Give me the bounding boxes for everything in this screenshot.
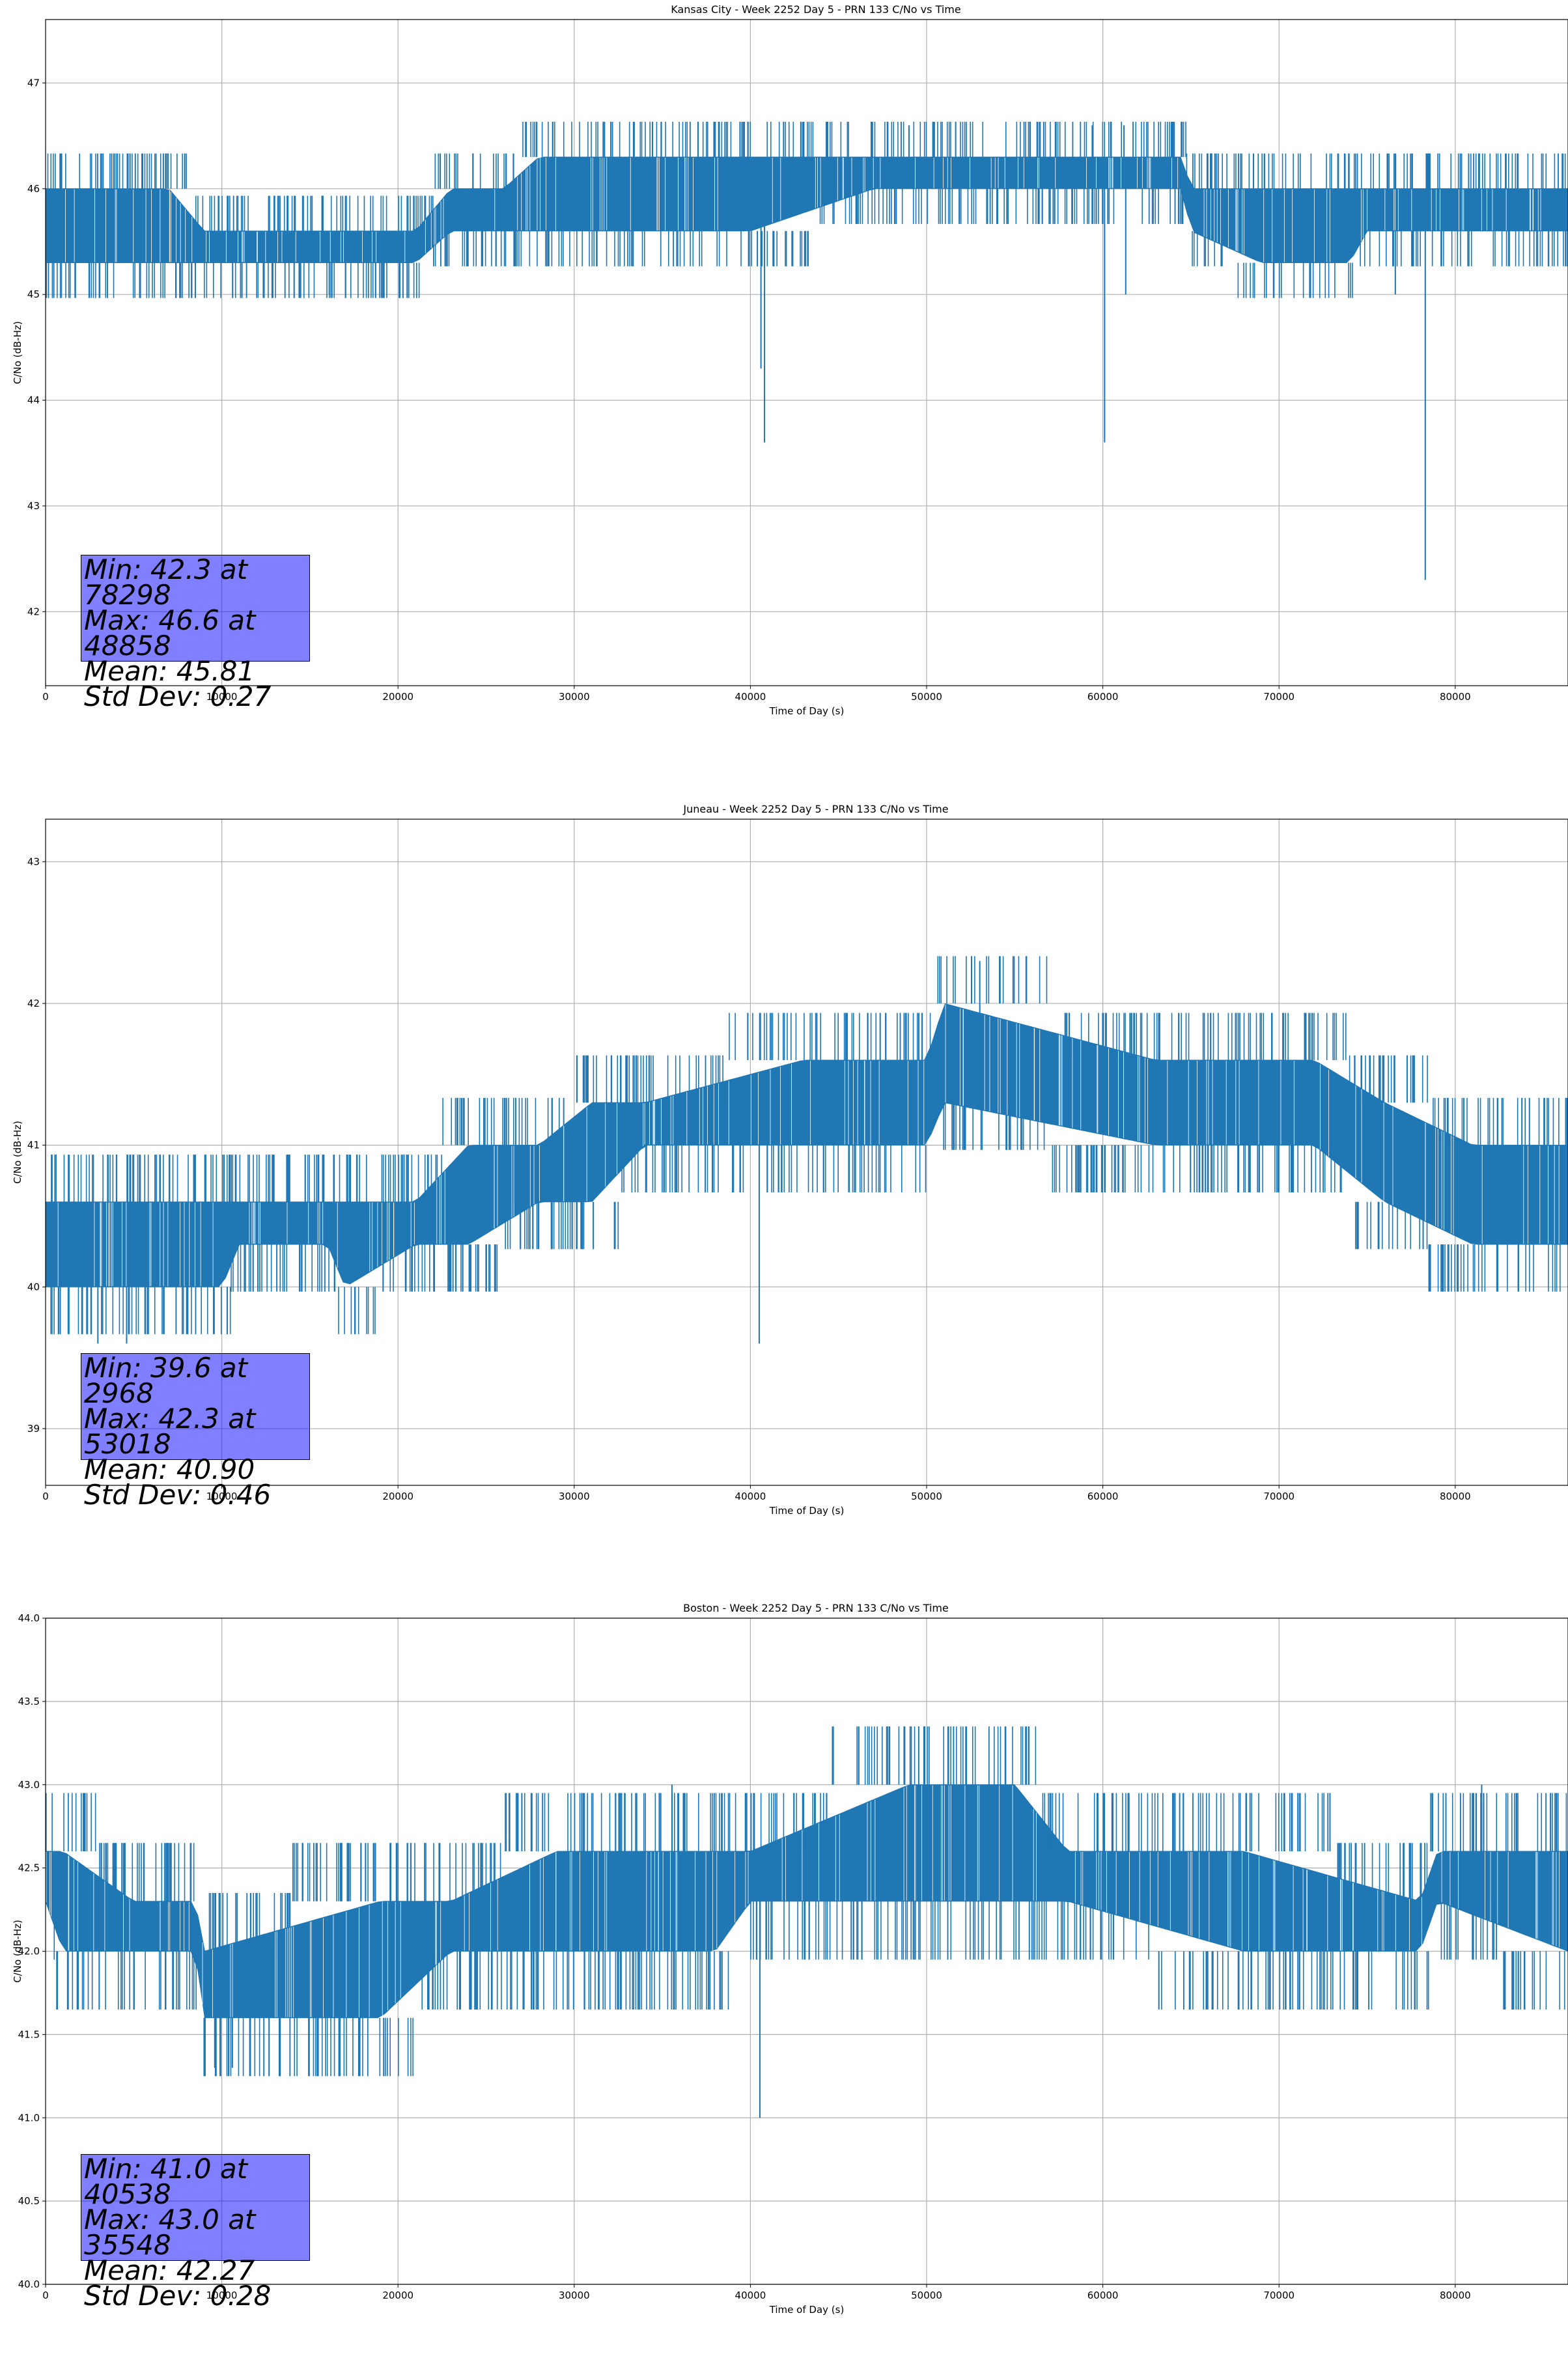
y-tick-label: 40.0: [18, 2278, 40, 2290]
y-tick-label: 42: [27, 606, 40, 617]
stats-std: Std Dev: 0.28: [84, 2280, 272, 2312]
y-tick-label: 40.5: [18, 2195, 40, 2207]
y-tick-label: 43: [27, 500, 40, 512]
y-axis-label: C/No (dB-Hz): [12, 1121, 23, 1184]
y-tick-labels: 39 40 41 42 43: [27, 856, 46, 1435]
stats-std: Std Dev: 0.46: [84, 1479, 272, 1511]
x-tick-label: 20000: [382, 2290, 413, 2301]
x-tick-label: 60000: [1087, 691, 1119, 703]
x-axis-label: Time of Day (s): [769, 2304, 845, 2316]
stats-min: Min: 42.3 at 78298: [84, 553, 248, 611]
chart-title: Kansas City - Week 2252 Day 5 - PRN 133 …: [671, 3, 960, 16]
series-band: [45, 1784, 1568, 2019]
y-tick-label: 39: [27, 1423, 40, 1435]
y-tick-label: 43.0: [18, 1779, 40, 1791]
x-tick-label: 20000: [382, 691, 413, 703]
x-tick-label: 0: [42, 2290, 49, 2301]
x-tick-label: 50000: [911, 1491, 942, 1502]
y-tick-label: 40: [27, 1281, 40, 1293]
x-tick-label: 40000: [735, 1491, 766, 1502]
stats-mean: Mean: 42.27: [84, 2254, 255, 2286]
plot-frame: [45, 819, 1568, 1486]
plot-frame: [45, 19, 1568, 686]
stats-box: Min: 42.3 at 78298 Max: 46.6 at 48858 Me…: [81, 553, 310, 710]
y-tick-label: 44.0: [18, 1612, 40, 1624]
chart-panel-boston: Boston - Week 2252 Day 5 - PRN 133 C/No …: [0, 1599, 1568, 2354]
chart-juneau: Juneau - Week 2252 Day 5 - PRN 133 C/No …: [12, 803, 1568, 1517]
x-tick-label: 80000: [1440, 691, 1471, 703]
y-tick-label: 42.0: [18, 1946, 40, 1957]
x-tick-labels: 0 10000 20000 30000 40000 50000 60000 70000 8000…: [42, 2284, 1471, 2301]
x-tick-label: 50000: [911, 2290, 942, 2301]
y-tick-label: 41.0: [18, 2112, 40, 2123]
x-tick-label: 30000: [559, 691, 590, 703]
cno-series: [45, 1726, 1568, 2118]
series-band: [45, 1003, 1568, 1287]
y-tick-label: 42.5: [18, 1862, 40, 1874]
cno-series: [45, 121, 1568, 580]
x-tick-label: 10000: [206, 691, 238, 703]
chart-panel-kansas-city: Kansas City - Week 2252 Day 5 - PRN 133 …: [0, 0, 1568, 755]
stats-box: Min: 41.0 at 40538 Max: 43.0 at 35548 Me…: [81, 2153, 310, 2310]
y-tick-label: 45: [27, 288, 40, 300]
x-tick-label: 20000: [382, 1491, 413, 1502]
x-tick-label: 70000: [1263, 2290, 1295, 2301]
chart-panel-juneau: Juneau - Week 2252 Day 5 - PRN 133 C/No …: [0, 800, 1568, 1555]
x-tick-label: 40000: [735, 2290, 766, 2301]
x-tick-label: 60000: [1087, 1491, 1119, 1502]
y-tick-label: 44: [27, 395, 40, 406]
x-tick-label: 70000: [1263, 1491, 1295, 1502]
stats-std: Std Dev: 0.27: [84, 680, 272, 712]
x-tick-label: 30000: [559, 2290, 590, 2301]
y-tick-label: 43: [27, 856, 40, 867]
y-tick-label: 42: [27, 998, 40, 1009]
x-tick-label: 50000: [911, 691, 942, 703]
y-axis-label: C/No (dB-Hz): [12, 321, 23, 384]
x-axis-label: Time of Day (s): [769, 705, 845, 717]
chart-title: Boston - Week 2252 Day 5 - PRN 133 C/No …: [683, 1602, 949, 1614]
stats-max: Max: 42.3 at 53018: [84, 1403, 256, 1460]
stats-mean: Mean: 45.81: [84, 655, 255, 687]
y-tick-label: 43.5: [18, 1696, 40, 1707]
stats-box: Min: 39.6 at 2968 Max: 42.3 at 53018 Mea…: [81, 1352, 310, 1509]
chart-kansas-city: Kansas City - Week 2252 Day 5 - PRN 133 …: [12, 3, 1568, 717]
chart-title: Juneau - Week 2252 Day 5 - PRN 133 C/No …: [682, 803, 948, 815]
x-tick-label: 70000: [1263, 691, 1295, 703]
x-tick-label: 80000: [1440, 2290, 1471, 2301]
y-tick-labels: 40.0 40.5 41.0 41.5 42.0 42.5 43.0 43.5 44.0: [18, 1612, 46, 2290]
x-tick-label: 10000: [206, 2290, 238, 2301]
y-tick-label: 41.5: [18, 2028, 40, 2040]
x-tick-label: 80000: [1440, 1491, 1471, 1502]
x-tick-labels: 0 10000 20000 30000 40000 50000 60000 70000 8000…: [42, 686, 1471, 703]
y-tick-labels: 42 43 44 45 46 47: [27, 77, 46, 617]
x-tick-label: 60000: [1087, 2290, 1119, 2301]
x-tick-label: 0: [42, 691, 49, 703]
x-axis-label: Time of Day (s): [769, 1505, 845, 1517]
x-tick-label: 30000: [559, 1491, 590, 1502]
x-tick-label: 10000: [206, 1491, 238, 1502]
y-tick-label: 41: [27, 1140, 40, 1151]
stats-max: Max: 46.6 at 48858: [84, 604, 256, 662]
stats-min: Min: 39.6 at 2968: [84, 1352, 248, 1409]
x-tick-label: 40000: [735, 691, 766, 703]
x-tick-labels: 0 10000 20000 30000 40000 50000 60000 70000 8000…: [42, 1485, 1471, 1502]
chart-boston: Boston - Week 2252 Day 5 - PRN 133 C/No …: [12, 1602, 1568, 2316]
y-tick-label: 46: [27, 183, 40, 195]
stats-min: Min: 41.0 at 40538: [84, 2153, 248, 2210]
stats-mean: Mean: 40.90: [84, 1453, 255, 1485]
stats-max: Max: 43.0 at 35548: [84, 2204, 256, 2261]
x-tick-label: 0: [42, 1491, 49, 1502]
cno-series: [45, 956, 1568, 1344]
y-axis-label: C/No (dB-Hz): [12, 1920, 23, 1983]
y-tick-label: 47: [27, 77, 40, 89]
